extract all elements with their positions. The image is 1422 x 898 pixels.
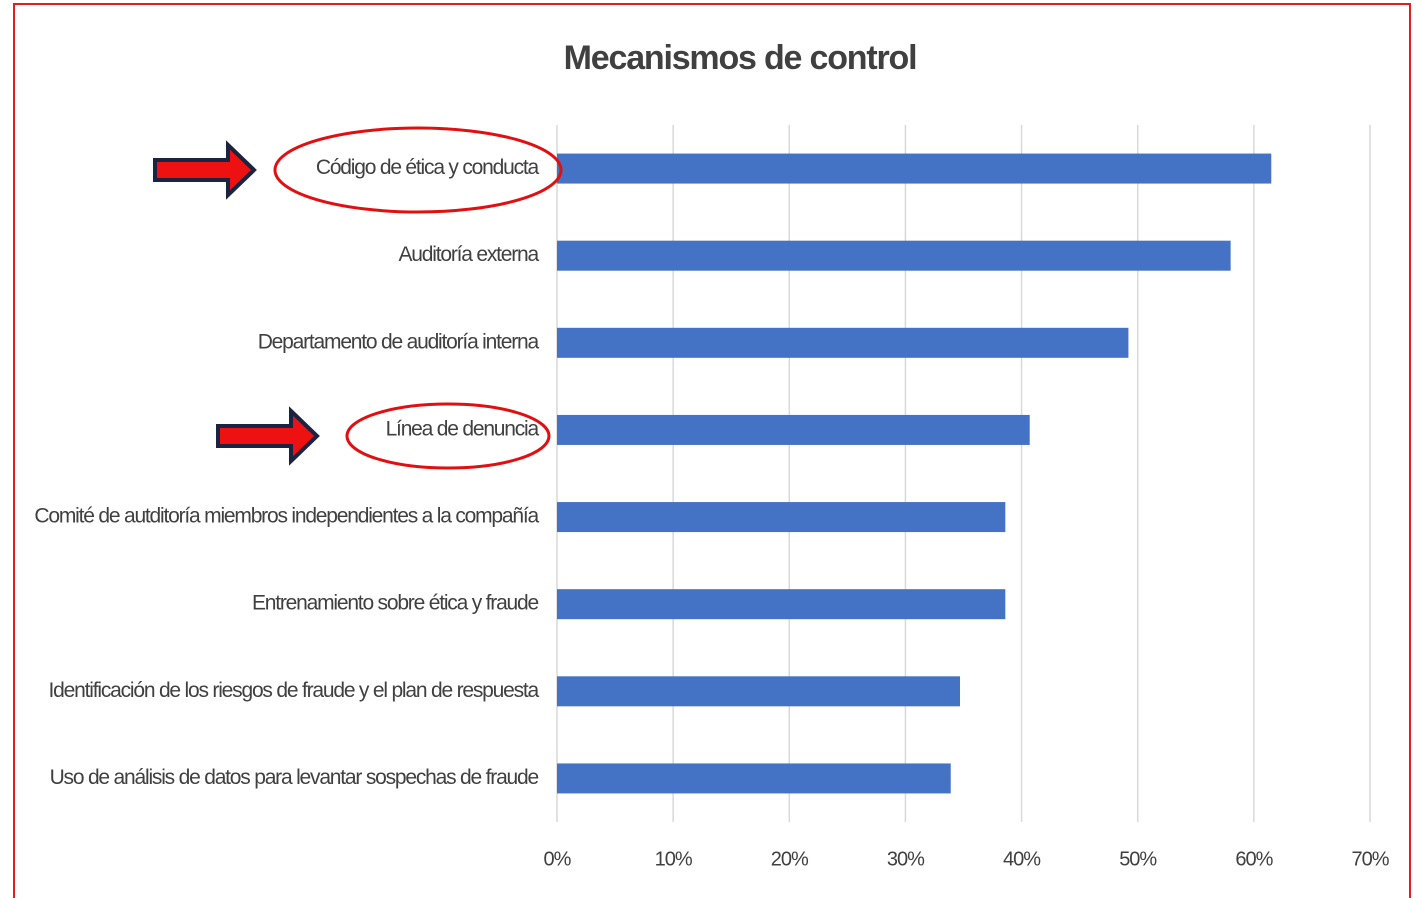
y-tick-label: Línea de denuncia [386, 417, 540, 440]
bar [557, 327, 1129, 358]
bar [557, 763, 951, 794]
bar [557, 676, 961, 707]
annotations [153, 126, 563, 470]
x-tick-label: 0% [544, 848, 572, 870]
chart-title: Mecanismos de control [564, 39, 917, 77]
x-tick-label: 20% [771, 848, 809, 870]
bar [557, 153, 1272, 184]
y-tick-label: Departamento de auditoría interna [258, 330, 540, 353]
y-tick-label: Uso de análisis de datos para levantar s… [50, 766, 539, 789]
y-tick-label: Auditoría externa [398, 243, 539, 266]
y-tick-label: Entrenamiento sobre ética y fraude [252, 592, 539, 615]
bar [557, 414, 1030, 445]
x-tick-label: 10% [655, 848, 693, 870]
x-tick-label: 40% [1003, 848, 1041, 870]
highlight-ellipse [273, 126, 563, 214]
highlight-ellipse [345, 402, 551, 470]
bar [557, 240, 1231, 271]
arrow [153, 140, 257, 200]
y-tick-label: Código de ética y conducta [316, 156, 540, 179]
y-tick-label: Identificación de los riesgos de fraude … [49, 679, 540, 702]
x-tick-label: 60% [1235, 848, 1273, 870]
x-tick-label: 50% [1119, 848, 1157, 870]
bar [557, 589, 1006, 620]
x-tick-label: 70% [1351, 848, 1389, 870]
bar [557, 502, 1006, 533]
arrow [216, 406, 320, 466]
y-tick-label: Comité de autditoría miembros independie… [34, 505, 539, 528]
frame-border [13, 3, 1411, 898]
x-tick-label: 30% [887, 848, 925, 870]
plot-area: 0% 10% 20% 30% 40% 50% 60% 70% Código de ética y… [34, 125, 1391, 870]
